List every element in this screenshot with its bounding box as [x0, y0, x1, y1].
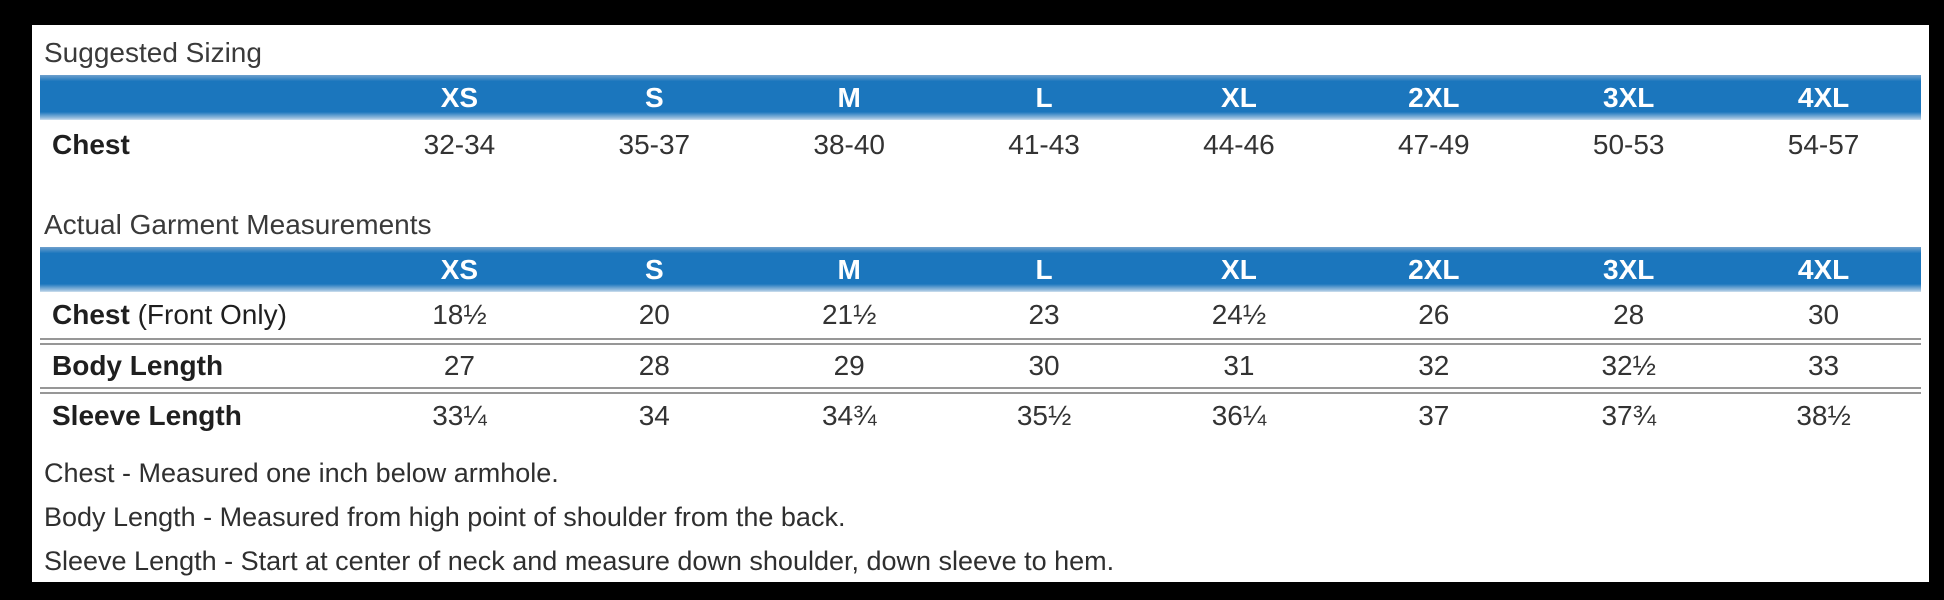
row-label-text: Chest	[52, 128, 130, 160]
size-header-cell: 3XL	[1531, 75, 1727, 120]
measurement-cell: 28	[556, 337, 752, 390]
size-header-cell: S	[556, 75, 752, 120]
measurement-notes: Chest - Measured one inch below armhole.…	[40, 451, 1929, 582]
suggested-sizing-table: XS S M L XL 2XL 3XL 4XL Chest 32-34 35-3…	[40, 75, 1921, 169]
row-label-text: Sleeve Length	[52, 400, 242, 432]
size-header-cell: 4XL	[1726, 75, 1921, 120]
size-header-cell: XS	[362, 75, 557, 120]
measurement-cell: 37	[1336, 386, 1532, 439]
measurement-cell: 32½	[1531, 337, 1727, 390]
size-header-cell: S	[556, 247, 752, 292]
size-header-cell: 4XL	[1726, 247, 1921, 292]
table-row: Body Length 27 28 29 30 31 32 32½ 33	[40, 337, 1921, 390]
size-header-row: XS S M L XL 2XL 3XL 4XL	[40, 75, 1921, 120]
table-row: Chest 32-34 35-37 38-40 41-43 44-46 47-4…	[40, 120, 1921, 169]
measurement-cell: 18½	[432, 298, 487, 330]
note-body-length: Body Length - Measured from high point o…	[44, 502, 846, 532]
measurement-cell: 21½	[821, 298, 877, 330]
measurement-cell: 34	[556, 386, 752, 439]
measurement-cell: 30	[1807, 298, 1840, 330]
section-spacer	[40, 169, 1929, 205]
row-label: Sleeve Length	[40, 386, 362, 439]
note-chest: Chest - Measured one inch below armhole.	[44, 458, 559, 488]
size-header-cell: 2XL	[1336, 247, 1532, 292]
measurement-cell: 41-43	[1008, 128, 1080, 160]
row-label-suffix: (Front Only)	[129, 298, 287, 330]
measurement-cell: 27	[362, 337, 557, 390]
measurement-cell: 50-53	[1592, 128, 1665, 160]
measurement-cell: 32-34	[423, 128, 496, 160]
measurement-cell: 30	[946, 337, 1142, 390]
measurement-cell: 28	[1613, 298, 1645, 330]
size-header-cell: XL	[1141, 247, 1337, 292]
size-header-empty-cell	[40, 75, 362, 120]
measurement-cell: 36¼	[1141, 386, 1337, 439]
size-header-cell: 3XL	[1531, 247, 1727, 292]
table-row: Sleeve Length 33¼ 34 34¾ 35½ 36¼ 37 37¾ …	[40, 386, 1921, 439]
size-header-cell: M	[751, 247, 947, 292]
measurement-cell: 34¾	[751, 386, 947, 439]
measurement-cell: 38-40	[813, 128, 885, 160]
size-header-cell: L	[946, 247, 1142, 292]
table-row: Chest (Front Only) 18½ 20 21½ 23 24½ 26 …	[40, 292, 1921, 341]
measurement-cell: 35-37	[618, 128, 691, 160]
measurement-cell: 20	[638, 298, 670, 330]
size-header-cell: M	[751, 75, 947, 120]
size-header-cell: XL	[1141, 75, 1337, 120]
row-label: Body Length	[40, 337, 362, 390]
measurement-cell: 26	[1418, 298, 1450, 330]
measurement-cell: 23	[1028, 298, 1060, 330]
size-header-empty-cell	[40, 247, 362, 292]
measurement-cell: 31	[1141, 337, 1337, 390]
size-chart-panel: Suggested Sizing XS S M L XL 2XL 3XL 4XL…	[32, 25, 1929, 582]
row-label-text: Body Length	[52, 349, 224, 381]
measurement-cell: 32	[1336, 337, 1532, 390]
measurement-cell: 29	[751, 337, 947, 390]
measurement-cell: 33¼	[362, 386, 557, 439]
row-label-text: Chest	[52, 298, 130, 330]
size-header-cell: XS	[362, 247, 557, 292]
measurement-cell: 37¾	[1531, 386, 1727, 439]
measurement-cell: 44-46	[1203, 128, 1275, 160]
measurement-cell: 33	[1726, 337, 1921, 390]
size-header-row: XS S M L XL 2XL 3XL 4XL	[40, 247, 1921, 292]
garment-measurements-title: Actual Garment Measurements	[44, 209, 432, 240]
measurement-cell: 35½	[946, 386, 1142, 439]
note-sleeve-length: Sleeve Length - Start at center of neck …	[44, 546, 1115, 576]
measurement-cell: 47-49	[1398, 128, 1470, 160]
garment-measurements-table: XS S M L XL 2XL 3XL 4XL Chest (Front Onl…	[40, 247, 1921, 439]
suggested-sizing-title: Suggested Sizing	[44, 37, 262, 68]
measurement-cell: 54-57	[1787, 128, 1860, 160]
size-header-cell: L	[946, 75, 1142, 120]
row-label: Chest	[40, 120, 362, 169]
measurement-cell: 24½	[1211, 298, 1267, 330]
row-label: Chest (Front Only)	[40, 292, 362, 341]
measurement-cell: 38½	[1726, 386, 1921, 439]
size-header-cell: 2XL	[1336, 75, 1532, 120]
